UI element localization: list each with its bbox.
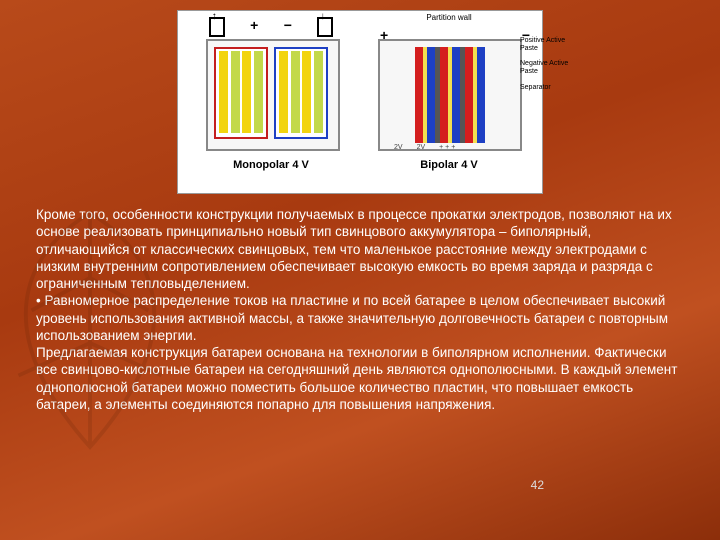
layer-positive <box>415 47 423 143</box>
bipo-frame: 2V 2V + + + <box>378 39 522 151</box>
plate <box>231 51 240 133</box>
plate <box>291 51 300 133</box>
layer-positive <box>465 47 473 143</box>
layer-negative <box>477 47 485 143</box>
plate <box>219 51 228 133</box>
layer-negative <box>427 47 435 143</box>
bipolar-title: Bipolar 4 V <box>420 159 477 171</box>
plate <box>254 51 263 133</box>
layer-positive <box>440 47 448 143</box>
partition-wall-label: Partition wall <box>374 13 524 22</box>
mono-group-blue <box>274 47 328 139</box>
mono-terminals: ↑ + − ↓ <box>196 17 346 37</box>
voltage-mark: 2V <box>417 144 426 151</box>
minus-sign: − <box>284 17 292 37</box>
monopolar-block: ↑ + − ↓ <box>189 15 353 171</box>
bipolar-cell: Partition wall + − <box>374 15 524 155</box>
bipolar-legend: Positive Active Paste Negative Active Pa… <box>520 37 576 99</box>
plate <box>279 51 288 133</box>
voltage-row: 2V 2V + + + <box>394 144 455 151</box>
slide: ↑ + − ↓ <box>0 0 720 540</box>
bipolar-block: Partition wall + − <box>367 15 531 171</box>
mono-plates <box>210 43 332 143</box>
voltage-mark: 2V <box>394 144 403 151</box>
layer-negative <box>452 47 460 143</box>
battery-diagram: ↑ + − ↓ <box>177 10 543 194</box>
body-text: Кроме того, особенности конструкции полу… <box>36 206 684 413</box>
terminal-left-icon: ↑ <box>209 17 225 37</box>
monopolar-title: Monopolar 4 V <box>233 159 309 171</box>
plate <box>314 51 323 133</box>
bipo-stack <box>415 47 485 143</box>
paragraph-1: Кроме того, особенности конструкции полу… <box>36 207 672 291</box>
plate <box>242 51 251 133</box>
monopolar-cell: ↑ + − ↓ <box>196 15 346 155</box>
paragraph-2: • Равномерное распределение токов на пла… <box>36 293 668 343</box>
paragraph-3: Предлагаемая конструкция батареи основан… <box>36 345 677 412</box>
mono-group-red <box>214 47 268 139</box>
terminal-right-icon: ↓ <box>317 17 333 37</box>
legend-positive: Positive Active Paste <box>520 37 576 52</box>
diagram-inner: ↑ + − ↓ <box>182 15 538 189</box>
plus-sign: + <box>250 17 258 37</box>
page-number: 42 <box>531 478 544 492</box>
plus-row: + + + <box>439 144 455 151</box>
plate <box>302 51 311 133</box>
legend-separator: Separator <box>520 84 576 92</box>
legend-negative: Negative Active Paste <box>520 60 576 75</box>
